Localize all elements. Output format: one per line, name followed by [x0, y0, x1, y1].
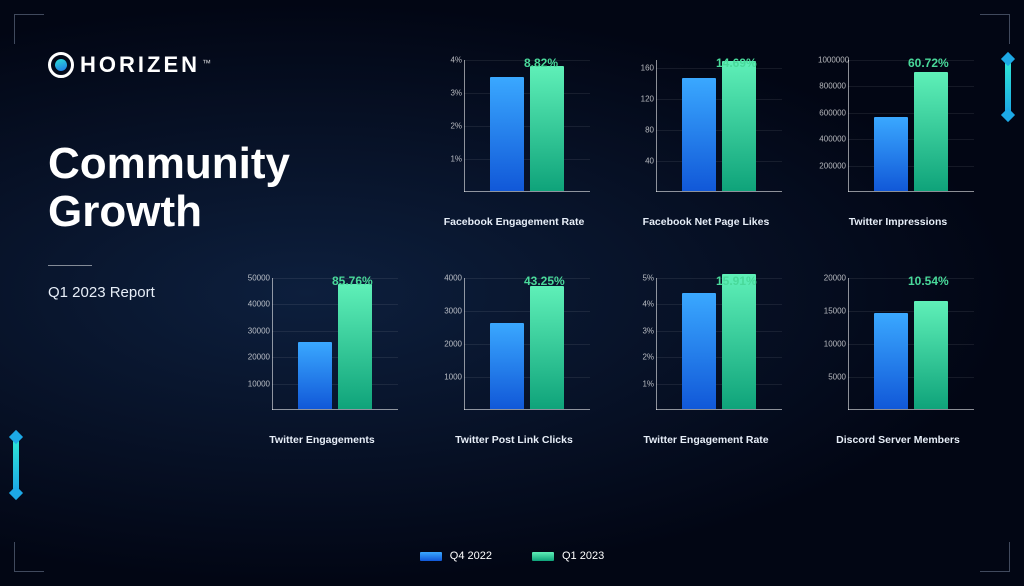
axis-tick: 400000: [818, 135, 846, 144]
chart-title: Twitter Post Link Clicks: [455, 434, 573, 446]
decoration-left: [13, 440, 19, 490]
chart-title: Facebook Net Page Likes: [643, 216, 770, 228]
chart-plot: 100002000030000400005000085.76%: [242, 278, 402, 428]
legend-label-q1: Q1 2023: [562, 550, 604, 562]
chart-r2c1: 100002000030000400005000085.76%Twitter E…: [230, 278, 414, 488]
legend-label-q4: Q4 2022: [450, 550, 492, 562]
frame-corner-tr: [980, 14, 1010, 44]
axis-tick: 1000000: [818, 56, 846, 65]
axis-tick: 200000: [818, 161, 846, 170]
chart-title: Twitter Engagements: [269, 434, 374, 446]
growth-percent: 15.91%: [716, 274, 757, 288]
chart-plot: 100020003000400043.25%: [434, 278, 594, 428]
bar-q1: [914, 301, 948, 409]
bar-q1: [914, 72, 948, 191]
chart-r1c3: 408012016014.69%Facebook Net Page Likes: [614, 60, 798, 270]
empty-slot: [230, 60, 414, 270]
legend-item-q4: Q4 2022: [420, 550, 492, 562]
axis-tick: 20000: [818, 274, 846, 283]
axis-tick: 15000: [818, 307, 846, 316]
axis-tick: 20000: [242, 353, 270, 362]
growth-percent: 10.54%: [908, 274, 949, 288]
axis-tick: 4%: [434, 56, 462, 65]
chart-plot: 500010000150002000010.54%: [818, 278, 978, 428]
chart-r1c2: 1%2%3%4%8.82%Facebook Engagement Rate: [422, 60, 606, 270]
chart-plot: 200000400000600000800000100000060.72%: [818, 60, 978, 210]
chart-plot: 408012016014.69%: [626, 60, 786, 210]
growth-percent: 14.69%: [716, 56, 757, 70]
axis-tick: 50000: [242, 274, 270, 283]
bar-q1: [338, 284, 372, 409]
chart-plot: 1%2%3%4%8.82%: [434, 60, 594, 210]
axis-tick: 40000: [242, 300, 270, 309]
logo-mark-icon: [48, 52, 74, 78]
chart-title: Twitter Impressions: [849, 216, 947, 228]
axis-tick: 5000: [818, 373, 846, 382]
legend-swatch-q1: [532, 552, 554, 561]
axis-tick: 160: [626, 63, 654, 72]
axis-tick: 3%: [434, 89, 462, 98]
axis-tick: 1%: [434, 155, 462, 164]
divider: [48, 265, 92, 266]
chart-r2c2: 100020003000400043.25%Twitter Post Link …: [422, 278, 606, 488]
chart-r1c4: 200000400000600000800000100000060.72%Twi…: [806, 60, 990, 270]
chart-r2c4: 500010000150002000010.54%Discord Server …: [806, 278, 990, 488]
growth-percent: 43.25%: [524, 274, 565, 288]
axis-tick: 600000: [818, 108, 846, 117]
axis-tick: 120: [626, 94, 654, 103]
chart-plot: 1%2%3%4%5%15.91%: [626, 278, 786, 428]
brand-tm: ™: [202, 58, 211, 68]
bar-q1: [530, 66, 564, 191]
bar-q4: [874, 313, 908, 409]
growth-percent: 85.76%: [332, 274, 373, 288]
brand-logo: HORIZEN™: [48, 52, 211, 78]
axis-tick: 3%: [626, 326, 654, 335]
axis-tick: 1%: [626, 379, 654, 388]
axis-tick: 30000: [242, 326, 270, 335]
legend: Q4 2022 Q1 2023: [0, 550, 1024, 562]
chart-title: Twitter Engagement Rate: [643, 434, 768, 446]
bar-q4: [298, 342, 332, 409]
chart-r2c3: 1%2%3%4%5%15.91%Twitter Engagement Rate: [614, 278, 798, 488]
growth-percent: 8.82%: [524, 56, 558, 70]
bar-q4: [682, 78, 716, 191]
axis-tick: 4000: [434, 274, 462, 283]
decoration-right: [1005, 62, 1011, 112]
axis-tick: 5%: [626, 274, 654, 283]
charts-grid: 1%2%3%4%8.82%Facebook Engagement Rate408…: [230, 60, 990, 488]
bar-q4: [490, 77, 524, 191]
axis-tick: 80: [626, 125, 654, 134]
axis-tick: 10000: [242, 379, 270, 388]
chart-title: Discord Server Members: [836, 434, 960, 446]
axis-tick: 40: [626, 156, 654, 165]
axis-tick: 4%: [626, 300, 654, 309]
frame-corner-tl: [14, 14, 44, 44]
axis-tick: 2%: [434, 122, 462, 131]
bar-q1: [722, 274, 756, 409]
bar-q1: [722, 61, 756, 191]
bar-q4: [682, 293, 716, 409]
bar-q1: [530, 286, 564, 409]
axis-tick: 2000: [434, 340, 462, 349]
axis-tick: 10000: [818, 340, 846, 349]
bar-q4: [490, 323, 524, 409]
chart-title: Facebook Engagement Rate: [444, 216, 585, 228]
axis-tick: 1000: [434, 373, 462, 382]
legend-item-q1: Q1 2023: [532, 550, 604, 562]
bar-q4: [874, 117, 908, 191]
axis-tick: 800000: [818, 82, 846, 91]
brand-name: HORIZEN: [80, 52, 200, 77]
growth-percent: 60.72%: [908, 56, 949, 70]
axis-tick: 3000: [434, 307, 462, 316]
legend-swatch-q4: [420, 552, 442, 561]
axis-tick: 2%: [626, 353, 654, 362]
